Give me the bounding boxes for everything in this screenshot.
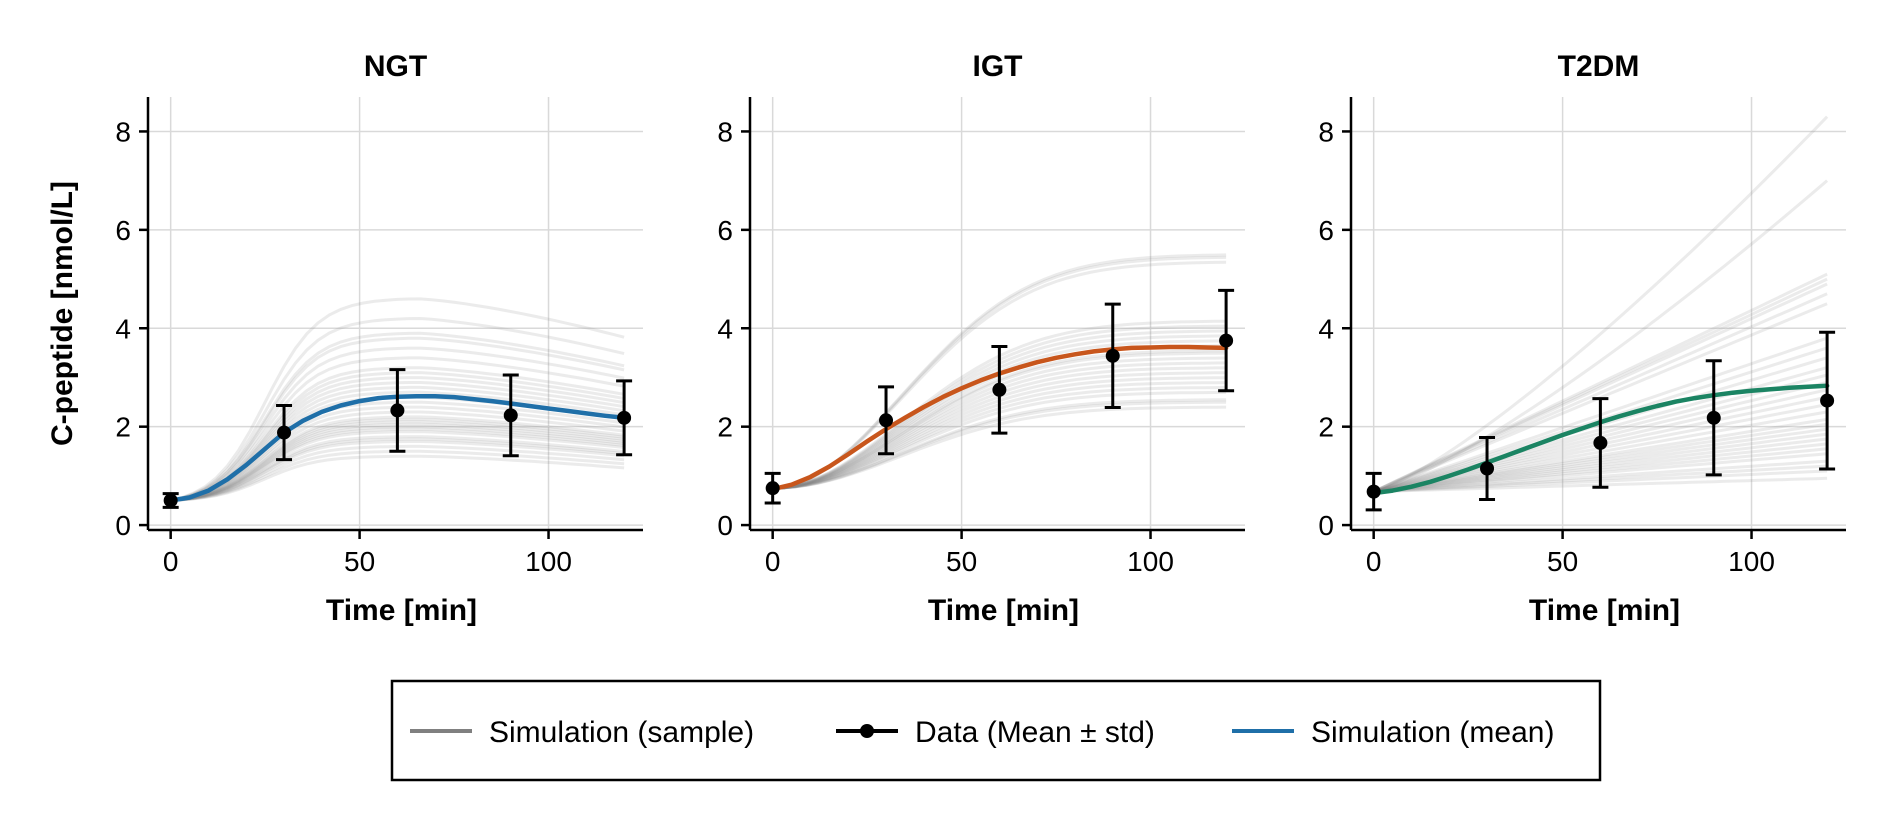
panel-ngt: 0 50 100 0 2 4 6 8 NGT Time [min] C-peptide [nmol/… [46, 50, 643, 627]
data-point [765, 481, 780, 496]
y-tick-label: 8 [1318, 116, 1334, 147]
simulation-sample-line [170, 331, 625, 502]
y-tick-label: 6 [1318, 215, 1334, 246]
simulation-sample-line [1373, 272, 1828, 493]
data-point [1480, 461, 1495, 476]
legend-box [390, 679, 1602, 782]
simulation-sample-line [1373, 292, 1828, 493]
simulation-sample-line [170, 316, 625, 502]
data-point [1820, 393, 1835, 408]
data-point [503, 408, 518, 423]
x-tick-label: 0 [163, 546, 179, 577]
panel-title: IGT [973, 50, 1023, 83]
x-tick-label: 100 [1728, 546, 1775, 577]
data-point [617, 410, 632, 425]
y-tick-label: 6 [717, 215, 733, 246]
y-tick-label: 6 [115, 215, 131, 246]
x-tick-label: 100 [1127, 546, 1174, 577]
y-tick-label: 4 [1318, 313, 1334, 344]
y-tick-label: 0 [717, 510, 733, 541]
y-tick-label: 2 [115, 412, 131, 443]
simulation-sample-line [1373, 179, 1829, 494]
data-point [163, 493, 178, 508]
x-axis-label: Time [min] [1529, 594, 1680, 627]
x-tick-label: 0 [765, 546, 781, 577]
y-tick-label: 8 [717, 116, 733, 147]
simulation-sample-line [1373, 277, 1828, 493]
data-point [1366, 484, 1381, 499]
data-point [1706, 410, 1721, 425]
x-tick-label: 0 [1366, 546, 1382, 577]
panel-title: T2DM [1558, 50, 1640, 83]
y-tick-label: 4 [115, 313, 131, 344]
simulation-sample-line [170, 297, 625, 502]
data-point [1593, 435, 1608, 450]
y-tick-label: 4 [717, 313, 733, 344]
x-tick-label: 50 [946, 546, 977, 577]
x-axis-label: Time [min] [326, 594, 477, 627]
simulation-sample-line [170, 454, 625, 502]
simulation-sample-line [1373, 115, 1829, 494]
y-axis-label: C-peptide [nmol/L] [46, 181, 79, 446]
simulation-sample-line [170, 356, 625, 502]
panel-title: NGT [364, 50, 427, 83]
data-point [879, 413, 894, 428]
legend-data-marker [860, 724, 874, 738]
y-tick-label: 2 [717, 412, 733, 443]
x-tick-label: 50 [1547, 546, 1578, 577]
y-tick-label: 8 [115, 116, 131, 147]
legend: Simulation (sample) Data (Mean ± std) Simu… [390, 679, 1602, 782]
panel-t2dm: 0 50 100 0 2 4 6 8 T2DM Time [min] [1318, 50, 1846, 627]
data-point [390, 403, 405, 418]
x-axis-label: Time [min] [928, 594, 1079, 627]
legend-label: Data (Mean ± std) [915, 716, 1155, 749]
panel-igt: 0 50 100 0 2 4 6 8 IGT Time [min] [717, 50, 1245, 627]
data-point [1105, 348, 1120, 363]
x-tick-label: 100 [525, 546, 572, 577]
y-tick-label: 2 [1318, 412, 1334, 443]
legend-label: Simulation (mean) [1311, 716, 1554, 749]
x-tick-label: 50 [344, 546, 375, 577]
data-point [992, 382, 1007, 397]
simulation-sample-line [170, 336, 625, 502]
simulation-sample-line [1373, 282, 1828, 493]
simulation-sample-line [170, 346, 625, 502]
data-point [1219, 333, 1234, 348]
y-tick-label: 0 [115, 510, 131, 541]
simulation-sample-line [772, 255, 1227, 490]
simulation-sample-line [772, 253, 1227, 490]
legend-label: Simulation (sample) [489, 716, 754, 749]
y-tick-label: 0 [1318, 510, 1334, 541]
data-point [277, 425, 292, 440]
